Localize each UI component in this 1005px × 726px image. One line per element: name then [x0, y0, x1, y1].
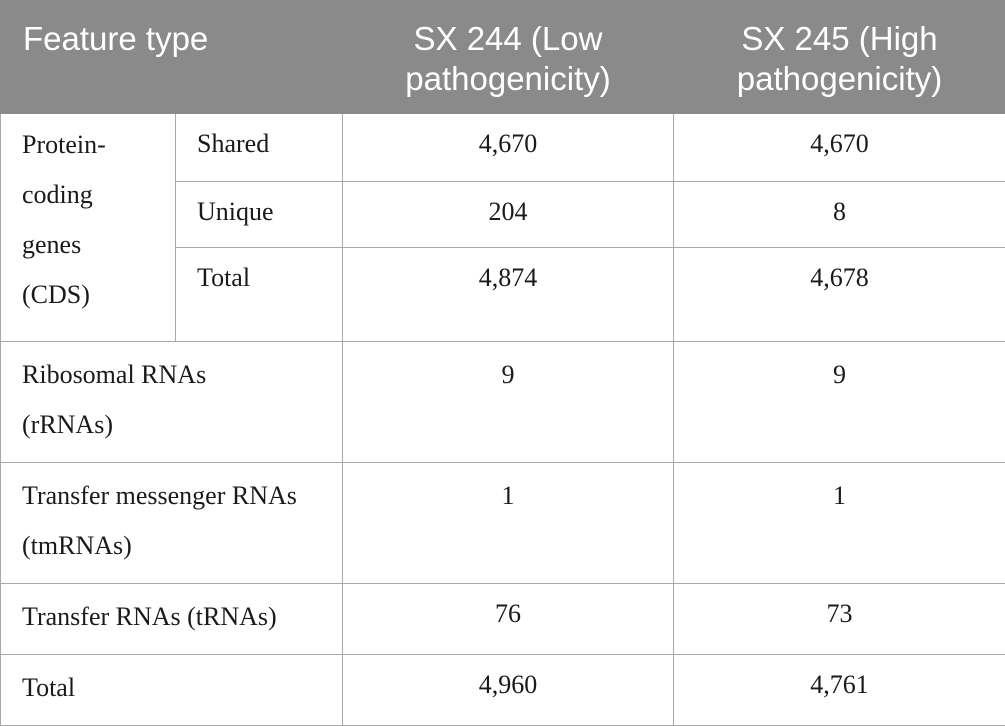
- header-sx245: SX 245 (High pathogenicity): [674, 1, 1005, 114]
- table-row: Ribosomal RNAs (rRNAs) 9 9: [1, 342, 1005, 463]
- trna-high-value: 73: [674, 584, 1005, 655]
- unique-high-value: 8: [674, 182, 1005, 248]
- tmrna-low-value: 1: [343, 463, 674, 584]
- cds-label-line: Protein-: [22, 120, 175, 170]
- cds-total-low-value: 4,874: [343, 248, 674, 342]
- rrna-label-line: (rRNAs): [22, 400, 342, 450]
- cds-total-label: Total: [176, 248, 343, 342]
- unique-label: Unique: [176, 182, 343, 248]
- rrna-label-line: Ribosomal RNAs: [22, 350, 342, 400]
- trna-low-value: 76: [343, 584, 674, 655]
- rrna-low-value: 9: [343, 342, 674, 463]
- shared-low-value: 4,670: [343, 114, 674, 182]
- rrna-label: Ribosomal RNAs (rRNAs): [1, 342, 343, 463]
- cds-group-label: Protein- coding genes (CDS): [1, 114, 176, 342]
- cds-label-line: (CDS): [22, 270, 175, 320]
- unique-low-value: 204: [343, 182, 674, 248]
- table-row: Protein- coding genes (CDS) Shared 4,670…: [1, 114, 1005, 182]
- table-row: Total 4,960 4,761: [1, 655, 1005, 726]
- grand-total-high-value: 4,761: [674, 655, 1005, 726]
- tmrna-label: Transfer messenger RNAs (tmRNAs): [1, 463, 343, 584]
- trna-label: Transfer RNAs (tRNAs): [1, 584, 343, 655]
- cds-total-high-value: 4,678: [674, 248, 1005, 342]
- grand-total-low-value: 4,960: [343, 655, 674, 726]
- tmrna-high-value: 1: [674, 463, 1005, 584]
- table-row: Transfer RNAs (tRNAs) 76 73: [1, 584, 1005, 655]
- header-row: Feature type SX 244 (Low pathogenicity) …: [1, 1, 1005, 114]
- tmrna-label-line: Transfer messenger RNAs: [22, 471, 342, 521]
- header-sx244: SX 244 (Low pathogenicity): [343, 1, 674, 114]
- shared-label: Shared: [176, 114, 343, 182]
- grand-total-label: Total: [1, 655, 343, 726]
- rrna-high-value: 9: [674, 342, 1005, 463]
- cds-label-line: genes: [22, 220, 175, 270]
- shared-high-value: 4,670: [674, 114, 1005, 182]
- header-feature-type: Feature type: [1, 1, 343, 114]
- table-row: Transfer messenger RNAs (tmRNAs) 1 1: [1, 463, 1005, 584]
- tmrna-label-line: (tmRNAs): [22, 521, 342, 571]
- cds-label-line: coding: [22, 170, 175, 220]
